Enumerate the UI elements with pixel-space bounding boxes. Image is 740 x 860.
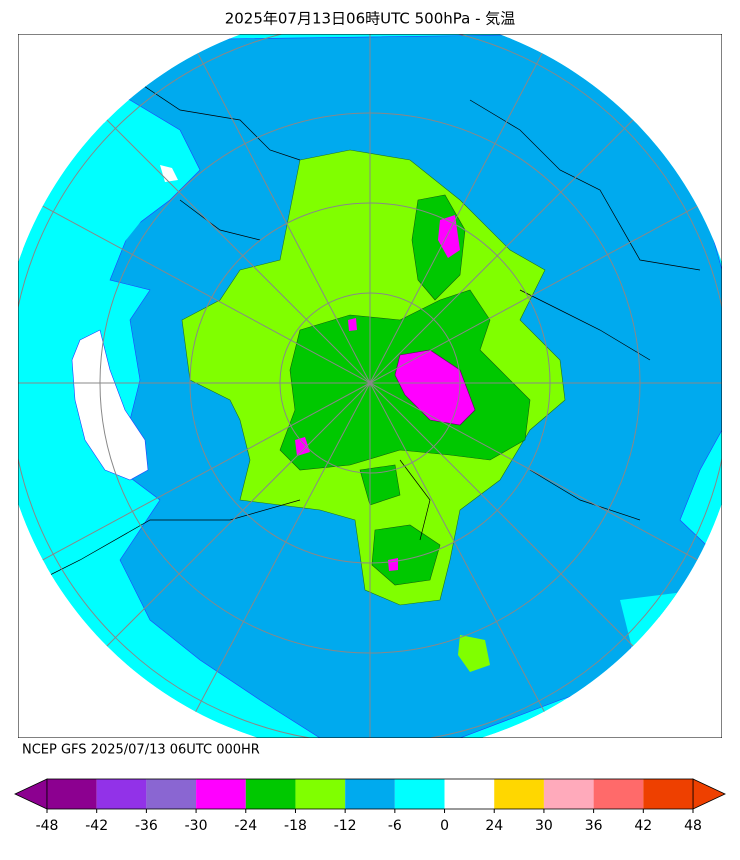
- tick-label: 48: [684, 818, 702, 834]
- color-box: [543, 779, 594, 809]
- tick-label: 0: [440, 818, 449, 834]
- tick-label: 30: [535, 818, 553, 834]
- title: 2025年07月13日06時UTC 500hPa - 気温: [225, 10, 516, 28]
- tick-label: -6: [388, 818, 402, 834]
- tick-label: -18: [284, 818, 307, 834]
- color-box: [394, 779, 445, 809]
- color-box: [146, 779, 197, 809]
- color-box: [96, 779, 147, 809]
- tick-label: -48: [36, 818, 59, 834]
- tick-label: -42: [85, 818, 108, 834]
- color-box: [643, 779, 693, 809]
- tick-label: 42: [634, 818, 652, 834]
- tick-label: -30: [185, 818, 208, 834]
- color-box: [295, 779, 346, 809]
- map: [18, 34, 722, 738]
- color-box: [345, 779, 395, 809]
- tick-label: -36: [135, 818, 158, 834]
- color-box: [444, 779, 495, 809]
- over-arrow: [692, 778, 726, 810]
- tick-label: -24: [234, 818, 257, 834]
- color-box: [593, 779, 644, 809]
- footer: NCEP GFS 2025/07/13 06UTC 000HR: [22, 743, 260, 758]
- colorbar: -48 -42 -36 -30 -24 -18 -12 -6 0 24 30 36 42 48: [14, 778, 726, 834]
- tick-label: 36: [585, 818, 603, 834]
- color-box: [196, 779, 246, 809]
- tick-label: 24: [485, 818, 503, 834]
- tick-label: -12: [334, 818, 357, 834]
- colorbar-frame: [46, 778, 694, 810]
- under-arrow: [14, 778, 48, 810]
- color-box: [47, 779, 97, 809]
- color-box: [494, 779, 544, 809]
- color-box: [245, 779, 296, 809]
